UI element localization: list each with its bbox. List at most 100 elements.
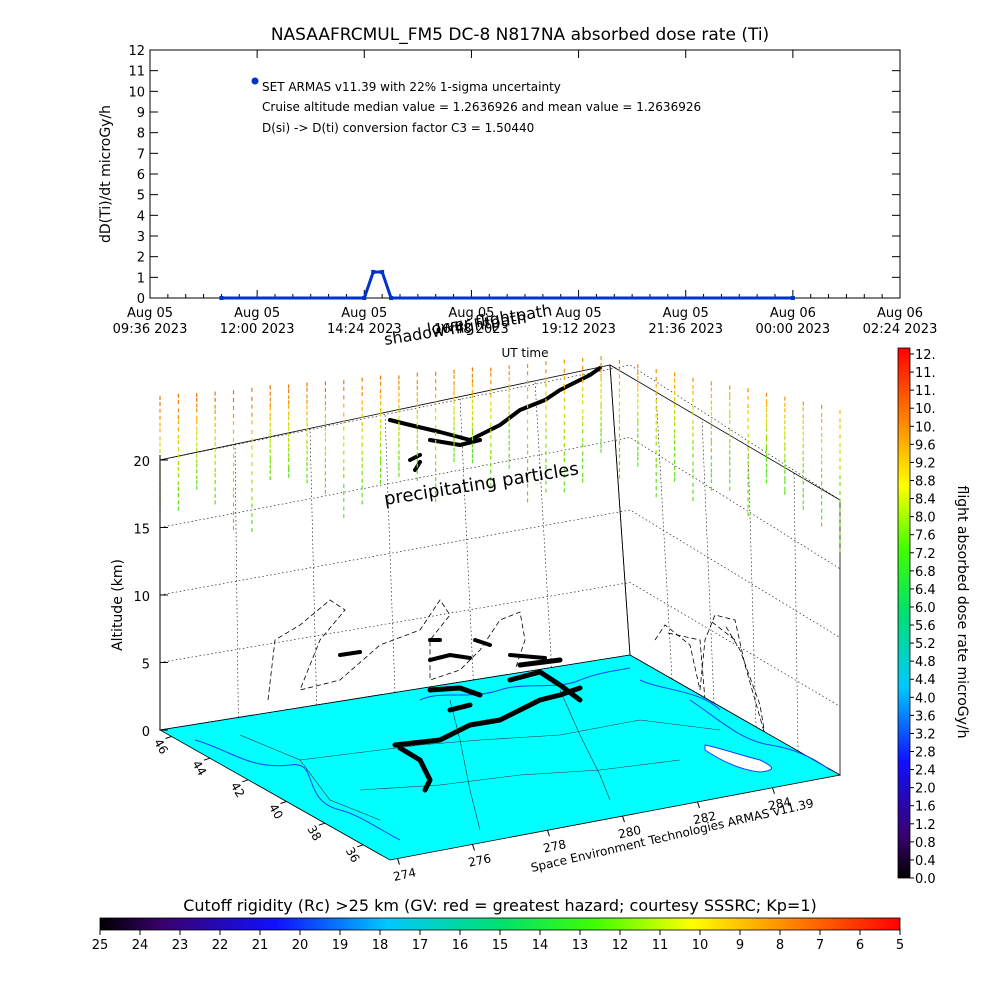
right-colorbar-label: flight absorbed dose rate microGy/h bbox=[954, 486, 970, 739]
bottom-colorbar-tick-label: 19 bbox=[332, 938, 349, 953]
right-colorbar-ticks: 12. 11. 11. 10. 10. 9.6 9.2 8.8 8.4 8.0 7.6 7.2 6.8 6… bbox=[910, 348, 936, 887]
wall-vertical-grid bbox=[384, 412, 396, 693]
latitude-tick bbox=[318, 822, 325, 826]
dose-rate-point bbox=[790, 296, 795, 300]
ground-track bbox=[392, 657, 583, 793]
right-colorbar-tick-label: 8.8 bbox=[915, 474, 936, 489]
dose-rate-point bbox=[380, 269, 385, 274]
bottom-colorbar-tick-label: 12 bbox=[612, 938, 629, 953]
top-x-tick-date: Aug 05 bbox=[341, 306, 387, 321]
bottom-colorbar-tick-label: 22 bbox=[212, 938, 229, 953]
wall-vertical-grid bbox=[701, 418, 715, 704]
altitude-label: Altitude (km) bbox=[110, 559, 126, 651]
latitude-tick-label: 46 bbox=[151, 736, 171, 756]
top-x-tick-date: Aug 06 bbox=[770, 306, 816, 321]
altitude-grid-line bbox=[159, 509, 841, 638]
top-x-tick-time: 16:48 2023 bbox=[434, 322, 509, 337]
altitude-tick-label: 10 bbox=[133, 590, 150, 605]
longitude-tick-label: 278 bbox=[542, 837, 567, 855]
border-4 bbox=[449, 699, 481, 831]
bottom-colorbar-tick-label: 13 bbox=[572, 938, 589, 953]
top-x-tick-time: 19:12 2023 bbox=[541, 322, 616, 337]
bottom-colorbar-tick-label: 8 bbox=[776, 938, 784, 953]
bottom-colorbar-tick-label: 17 bbox=[412, 938, 429, 953]
bottom-colorbar-tick-label: 9 bbox=[736, 938, 744, 953]
latitude-tick-label: 42 bbox=[228, 780, 248, 800]
bottom-colorbar-tick-label: 7 bbox=[816, 938, 824, 953]
right-wall-track-2 bbox=[667, 621, 736, 701]
right-colorbar-tick-label: 1.2 bbox=[915, 818, 936, 833]
bottom-colorbar-gradient bbox=[99, 917, 901, 931]
altitude-tick-label: 15 bbox=[133, 523, 150, 538]
bottom-colorbar-tick-label: 20 bbox=[292, 938, 309, 953]
top-y-tick-label: 1 bbox=[137, 271, 145, 286]
right-colorbar-tick-label: 5.2 bbox=[915, 637, 936, 652]
top-x-tick-time: 12:00 2023 bbox=[220, 322, 295, 337]
altitude-tick-label: 0 bbox=[142, 725, 150, 740]
top-x-tick-date: Aug 05 bbox=[556, 306, 602, 321]
right-colorbar-gradient bbox=[897, 347, 911, 879]
right-colorbar-tick-label: 11. bbox=[915, 384, 936, 399]
right-colorbar-tick-label: 6.4 bbox=[915, 583, 936, 598]
bottom-colorbar-tick-label: 23 bbox=[172, 938, 189, 953]
longitude-tick-label: 280 bbox=[617, 823, 642, 841]
left-wall-track bbox=[267, 599, 526, 701]
top-xlabel: UT time bbox=[501, 346, 548, 360]
top-x-tick-time: 14:24 2023 bbox=[327, 322, 402, 337]
right-colorbar-tick-label: 4.4 bbox=[915, 673, 936, 688]
right-colorbar-tick-label: 0.8 bbox=[915, 836, 936, 851]
altitude-grid-line bbox=[159, 437, 841, 570]
lake bbox=[704, 744, 772, 773]
top-x-tick-time: 09:36 2023 bbox=[113, 322, 188, 337]
right-colorbar: 12. 11. 11. 10. 10. 9.6 9.2 8.8 8.4 8.0 7.6 7.2 6.8 6… bbox=[897, 347, 970, 887]
longitude-tick bbox=[547, 830, 550, 837]
cruise-flightpath bbox=[338, 366, 602, 662]
right-colorbar-tick-label: 5.6 bbox=[915, 619, 936, 634]
latitude-axis: 46 44 42 40 38 36 bbox=[151, 736, 364, 865]
particle-dose-cloud bbox=[159, 356, 841, 553]
altitude-tick-label: 5 bbox=[142, 658, 150, 673]
top-legend: SET ARMAS v11.39 with 22% 1-sigma uncert… bbox=[251, 77, 701, 135]
latitude-tick bbox=[280, 801, 287, 804]
top-y-tick-label: 3 bbox=[137, 230, 145, 245]
top-y-tick-label: 4 bbox=[137, 209, 145, 224]
bottom-colorbar-ticks: 25 24 23 22 21 20 19 18 17 16 15 14 13 12 11 10 9 8 7 6 5 bbox=[92, 930, 904, 953]
top-y-tick-label: 9 bbox=[137, 106, 145, 121]
wall-vertical-grid bbox=[793, 472, 799, 752]
right-colorbar-tick-label: 3.6 bbox=[915, 709, 936, 724]
chart-title: NASAAFRCMUL_FM5 DC-8 N817NA absorbed dos… bbox=[271, 25, 769, 45]
bottom-colorbar-tick-label: 15 bbox=[492, 938, 509, 953]
latitude-tick-label: 36 bbox=[343, 845, 363, 865]
top-x-tick-date: Aug 05 bbox=[234, 306, 280, 321]
longitude-tick bbox=[472, 844, 475, 851]
right-colorbar-tick-label: 12. bbox=[915, 348, 936, 363]
annotation-uncertainty: SET ARMAS v11.39 with 22% 1-sigma uncert… bbox=[262, 80, 561, 94]
wall-vertical-grid bbox=[747, 445, 757, 728]
precipitating-particles-label: precipitating particles bbox=[382, 458, 580, 510]
dose-rate-point bbox=[362, 296, 367, 300]
wall-vertical-grid bbox=[234, 444, 239, 718]
coastline bbox=[194, 667, 631, 841]
longitude-tick bbox=[697, 801, 700, 809]
right-colorbar-tick-label: 7.6 bbox=[915, 529, 936, 544]
bottom-colorbar-tick-label: 5 bbox=[896, 938, 904, 953]
longitude-tick-label: 276 bbox=[467, 851, 492, 869]
top-x-tick-time: 02:24 2023 bbox=[863, 322, 938, 337]
right-colorbar-tick-label: 6.0 bbox=[915, 601, 936, 616]
bottom-colorbar: Cutoff rigidity (Rc) >25 km (GV: red = g… bbox=[92, 896, 904, 953]
right-colorbar-tick-label: 8.4 bbox=[915, 493, 936, 508]
wall-projections bbox=[267, 599, 766, 736]
top-y-tick-label: 0 bbox=[137, 292, 145, 307]
longitude-tick-label: 274 bbox=[392, 865, 417, 883]
longitude-tick bbox=[772, 787, 775, 794]
top-y-tick-label: 12 bbox=[128, 44, 145, 59]
top-y-tick-label: 2 bbox=[137, 251, 145, 266]
latitude-tick bbox=[203, 757, 210, 761]
bottom-colorbar-tick-label: 6 bbox=[856, 938, 864, 953]
dose-rate-point bbox=[389, 296, 394, 300]
lower-track bbox=[338, 638, 547, 662]
right-colorbar-tick-label: 2.8 bbox=[915, 746, 936, 761]
bottom-colorbar-tick-label: 24 bbox=[132, 938, 149, 953]
wall-vertical-grid bbox=[534, 380, 552, 668]
